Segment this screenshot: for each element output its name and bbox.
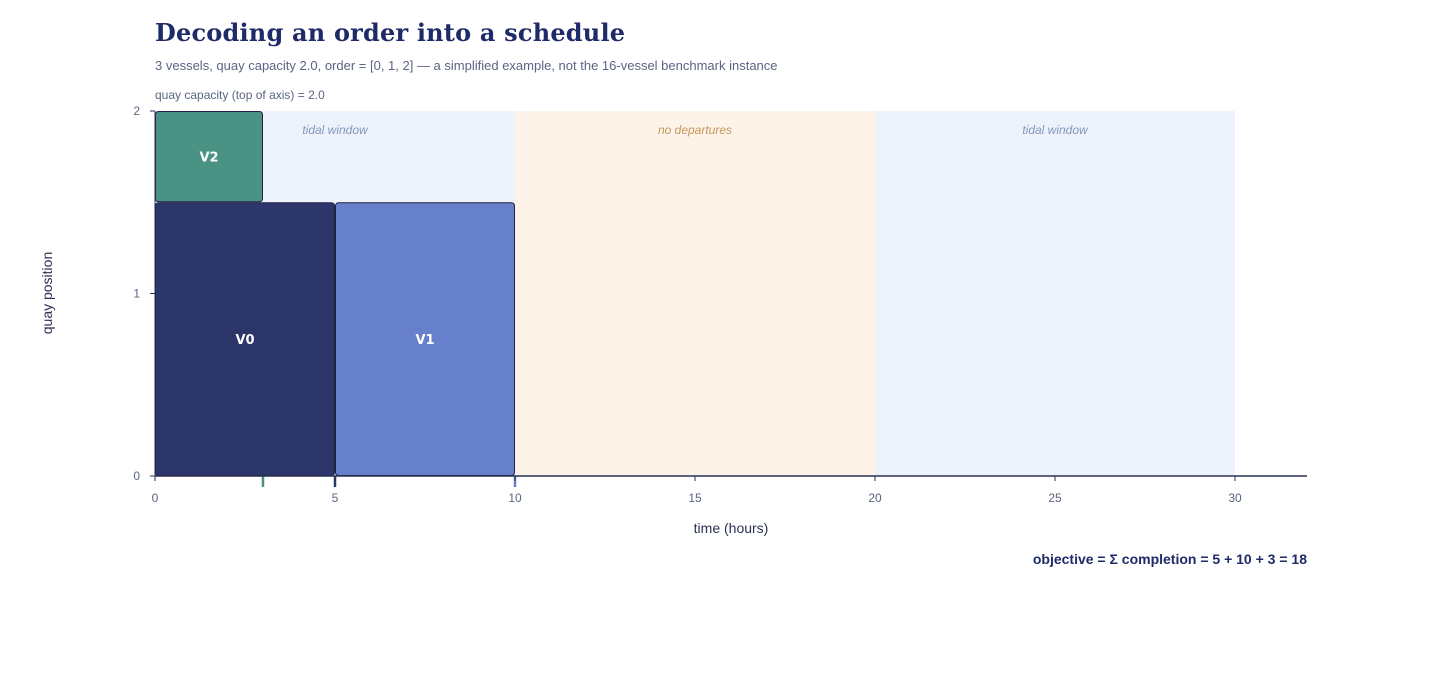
x-tick-label: 5 (332, 491, 339, 505)
window-label: tidal window (1022, 123, 1089, 137)
x-tick-label: 25 (1048, 491, 1062, 505)
y-tick-label: 2 (133, 104, 140, 118)
x-tick-label: 0 (152, 491, 159, 505)
y-tick-label: 0 (133, 469, 140, 483)
x-tick-label: 15 (688, 491, 702, 505)
vessel-label: V0 (235, 333, 254, 348)
capacity-label: quay capacity (top of axis) = 2.0 (155, 88, 325, 102)
x-tick-label: 20 (868, 491, 882, 505)
subtitle: 3 vessels, quay capacity 2.0, order = [0… (155, 58, 778, 73)
vessel-label: V1 (415, 333, 434, 348)
window-band (515, 111, 875, 476)
vessel-label: V2 (199, 151, 218, 166)
page-title: Decoding an order into a schedule (155, 18, 626, 47)
window-label: no departures (658, 123, 732, 137)
y-tick-label: 1 (133, 287, 140, 301)
x-tick-label: 10 (508, 491, 522, 505)
x-tick-label: 30 (1228, 491, 1242, 505)
objective-label: objective = Σ completion = 5 + 10 + 3 = … (1032, 551, 1307, 567)
vessel-blocks: V0 V1 V2 (155, 111, 517, 487)
axes: 0 5 10 15 20 25 30 0 1 2 (133, 104, 1307, 505)
window-band (875, 111, 1235, 476)
window-label: tidal window (302, 123, 369, 137)
x-axis-label: time (hours) (693, 520, 769, 536)
